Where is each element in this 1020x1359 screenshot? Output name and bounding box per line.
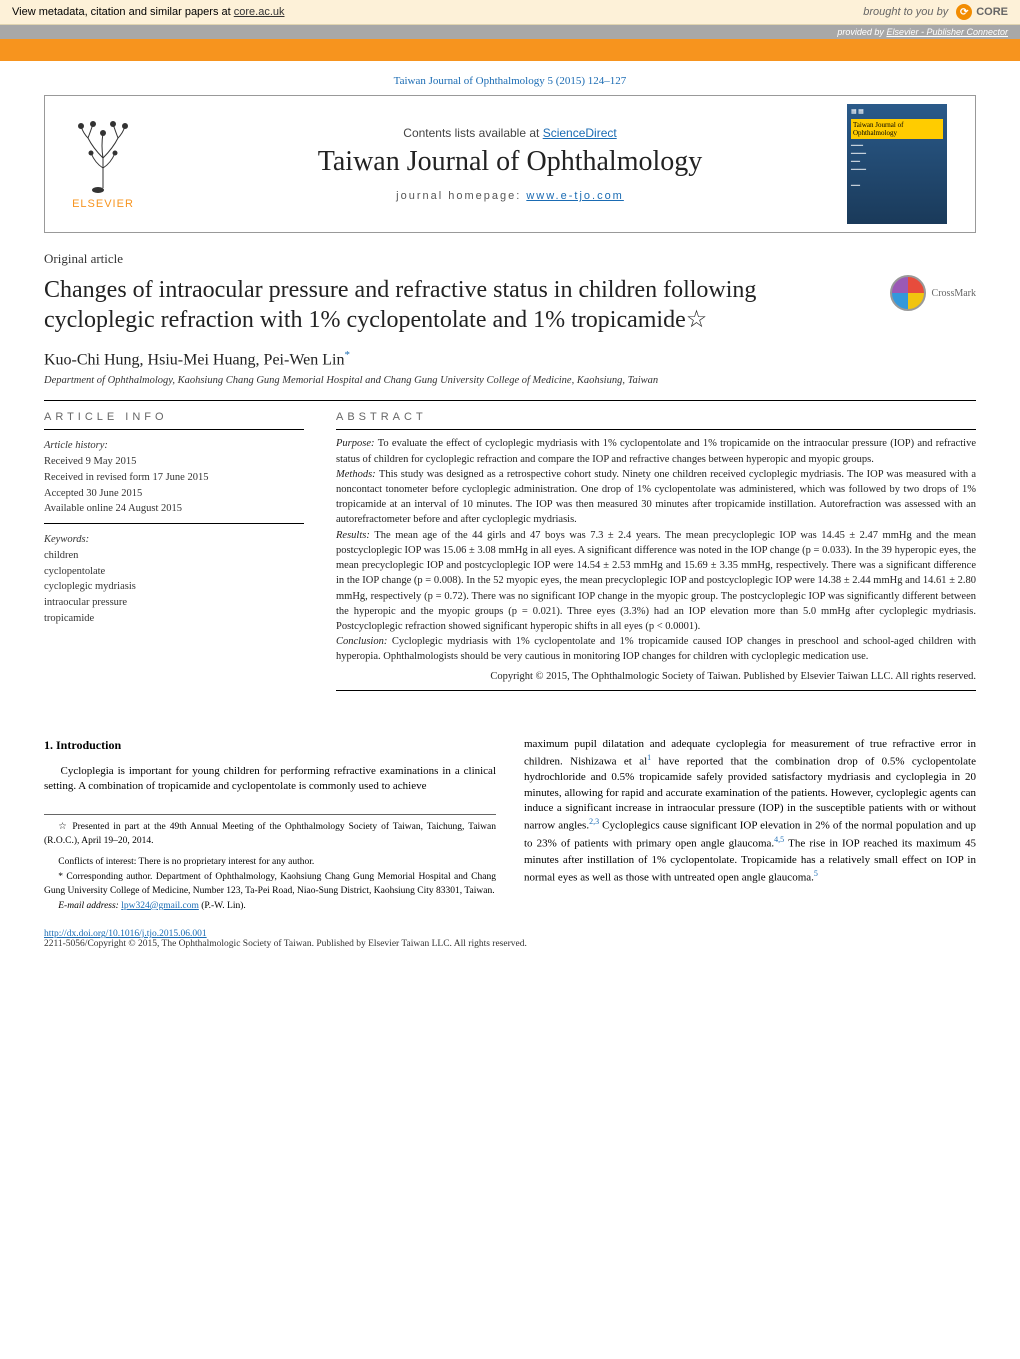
email-suffix: (P.-W. Lin). bbox=[201, 901, 246, 911]
article-history: Article history: Received 9 May 2015 Rec… bbox=[44, 438, 304, 517]
intro-para-1: Cycloplegia is important for young child… bbox=[44, 764, 496, 795]
article-type: Original article bbox=[44, 251, 976, 267]
received-date: Received 9 May 2015 bbox=[44, 454, 304, 470]
homepage-link[interactable]: www.e-tjo.com bbox=[526, 190, 624, 202]
keyword: tropicamide bbox=[44, 611, 304, 627]
email-label: E-mail address: bbox=[58, 901, 121, 911]
ref-5[interactable]: 5 bbox=[814, 869, 818, 878]
methods-label: Methods: bbox=[336, 469, 379, 480]
core-right-prefix: brought to you by bbox=[863, 6, 948, 18]
accepted-date: Accepted 30 June 2015 bbox=[44, 486, 304, 502]
core-left-prefix: View metadata, citation and similar pape… bbox=[12, 6, 234, 18]
history-label: Article history: bbox=[44, 438, 304, 454]
keyword: cyclopentolate bbox=[44, 564, 304, 580]
orange-bar bbox=[0, 39, 1020, 61]
footnote-star: ☆ Presented in part at the 49th Annual M… bbox=[44, 821, 496, 848]
tree-icon bbox=[63, 118, 143, 198]
homepage-line: journal homepage: www.e-tjo.com bbox=[185, 190, 835, 202]
divider-thin bbox=[336, 690, 976, 691]
conclusion-label: Conclusion: bbox=[336, 636, 392, 647]
purpose-text: To evaluate the effect of cycloplegic my… bbox=[336, 438, 976, 464]
core-logo-icon: ⟳ bbox=[956, 4, 972, 20]
right-column: maximum pupil dilatation and adequate cy… bbox=[524, 737, 976, 913]
crossmark-icon bbox=[890, 275, 926, 311]
cover-title: Taiwan Journal of Ophthalmology bbox=[851, 119, 943, 139]
purpose-label: Purpose: bbox=[336, 438, 378, 449]
abstract-heading: ABSTRACT bbox=[336, 411, 976, 423]
core-logo-text: CORE bbox=[976, 6, 1008, 18]
article-info-column: ARTICLE INFO Article history: Received 9… bbox=[44, 411, 304, 697]
author-names: Kuo-Chi Hung, Hsiu-Mei Huang, Pei-Wen Li… bbox=[44, 351, 344, 368]
provider-link[interactable]: Elsevier - Publisher Connector bbox=[886, 27, 1008, 37]
footnotes: ☆ Presented in part at the 49th Annual M… bbox=[44, 814, 496, 913]
journal-reference: Taiwan Journal of Ophthalmology 5 (2015)… bbox=[0, 61, 1020, 95]
affiliation: Department of Ophthalmology, Kaohsiung C… bbox=[44, 375, 976, 386]
cover-top: ▦ ▦ bbox=[851, 108, 943, 115]
journal-header-box: ELSEVIER Contents lists available at Sci… bbox=[44, 95, 976, 233]
divider-thin bbox=[44, 523, 304, 524]
doi-line: http://dx.doi.org/10.1016/j.tjo.2015.06.… bbox=[44, 929, 976, 939]
article-title: Changes of intraocular pressure and refr… bbox=[44, 275, 870, 335]
provider-prefix: provided by bbox=[837, 27, 886, 37]
footnote-conflicts: Conflicts of interest: There is no propr… bbox=[44, 856, 496, 869]
footnote-corresponding: * Corresponding author. Department of Op… bbox=[44, 871, 496, 898]
divider-thin bbox=[336, 429, 976, 430]
body-columns: 1. Introduction Cycloplegia is important… bbox=[44, 737, 976, 913]
ref-23[interactable]: 2,3 bbox=[589, 817, 599, 826]
revised-date: Received in revised form 17 June 2015 bbox=[44, 470, 304, 486]
abstract-column: ABSTRACT Purpose: To evaluate the effect… bbox=[336, 411, 976, 697]
results-text: The mean age of the 44 girls and 47 boys… bbox=[336, 530, 976, 632]
elsevier-logo: ELSEVIER bbox=[53, 114, 153, 214]
contents-line: Contents lists available at ScienceDirec… bbox=[185, 126, 835, 140]
author-marker: * bbox=[344, 349, 350, 361]
keyword: children bbox=[44, 548, 304, 564]
journal-cover: ▦ ▦ Taiwan Journal of Ophthalmology ━━━━… bbox=[847, 104, 947, 224]
issn-line: 2211-5056/Copyright © 2015, The Ophthalm… bbox=[44, 939, 976, 949]
online-date: Available online 24 August 2015 bbox=[44, 501, 304, 517]
homepage-prefix: journal homepage: bbox=[396, 190, 526, 202]
divider-thin bbox=[44, 429, 304, 430]
ref-45[interactable]: 4,5 bbox=[774, 835, 784, 844]
results-label: Results: bbox=[336, 530, 374, 541]
keywords-block: Keywords: children cyclopentolate cyclop… bbox=[44, 532, 304, 627]
provider-bar: provided by Elsevier - Publisher Connect… bbox=[0, 25, 1020, 39]
core-left: View metadata, citation and similar pape… bbox=[12, 6, 285, 18]
contents-prefix: Contents lists available at bbox=[403, 126, 542, 140]
header-center: Contents lists available at ScienceDirec… bbox=[185, 126, 835, 202]
info-heading: ARTICLE INFO bbox=[44, 411, 304, 423]
core-banner: View metadata, citation and similar pape… bbox=[0, 0, 1020, 25]
abstract-text: Purpose: To evaluate the effect of cyclo… bbox=[336, 436, 976, 684]
authors: Kuo-Chi Hung, Hsiu-Mei Huang, Pei-Wen Li… bbox=[44, 349, 976, 369]
keyword: intraocular pressure bbox=[44, 595, 304, 611]
doi-link[interactable]: http://dx.doi.org/10.1016/j.tjo.2015.06.… bbox=[44, 929, 207, 939]
title-wrap: Changes of intraocular pressure and refr… bbox=[44, 275, 976, 335]
intro-heading: 1. Introduction bbox=[44, 737, 496, 754]
crossmark-badge[interactable]: CrossMark bbox=[890, 275, 976, 311]
crossmark-text: CrossMark bbox=[932, 288, 976, 299]
left-column: 1. Introduction Cycloplegia is important… bbox=[44, 737, 496, 913]
info-abstract-grid: ARTICLE INFO Article history: Received 9… bbox=[44, 411, 976, 697]
divider bbox=[44, 400, 976, 401]
footnote-email: E-mail address: lpw324@gmail.com (P.-W. … bbox=[44, 900, 496, 913]
conclusion-text: Cycloplegic mydriasis with 1% cyclopento… bbox=[336, 636, 976, 662]
methods-text: This study was designed as a retrospecti… bbox=[336, 469, 976, 526]
core-link[interactable]: core.ac.uk bbox=[234, 6, 285, 18]
keywords-list: children cyclopentolate cycloplegic mydr… bbox=[44, 548, 304, 627]
keywords-label: Keywords: bbox=[44, 532, 304, 548]
main-content: Original article Changes of intraocular … bbox=[0, 233, 1020, 979]
email-link[interactable]: lpw324@gmail.com bbox=[121, 901, 199, 911]
journal-title: Taiwan Journal of Ophthalmology bbox=[185, 146, 835, 178]
elsevier-text: ELSEVIER bbox=[72, 198, 134, 210]
cover-lines: ━━━━━━━━━━━━━━━━━━━━ bbox=[851, 143, 943, 191]
abstract-copyright: Copyright © 2015, The Ophthalmologic Soc… bbox=[336, 669, 976, 684]
core-logo[interactable]: ⟳ CORE bbox=[956, 4, 1008, 20]
sciencedirect-link[interactable]: ScienceDirect bbox=[543, 126, 617, 140]
core-right: brought to you by ⟳ CORE bbox=[863, 4, 1008, 20]
intro-para-2: maximum pupil dilatation and adequate cy… bbox=[524, 737, 976, 886]
keyword: cycloplegic mydriasis bbox=[44, 579, 304, 595]
